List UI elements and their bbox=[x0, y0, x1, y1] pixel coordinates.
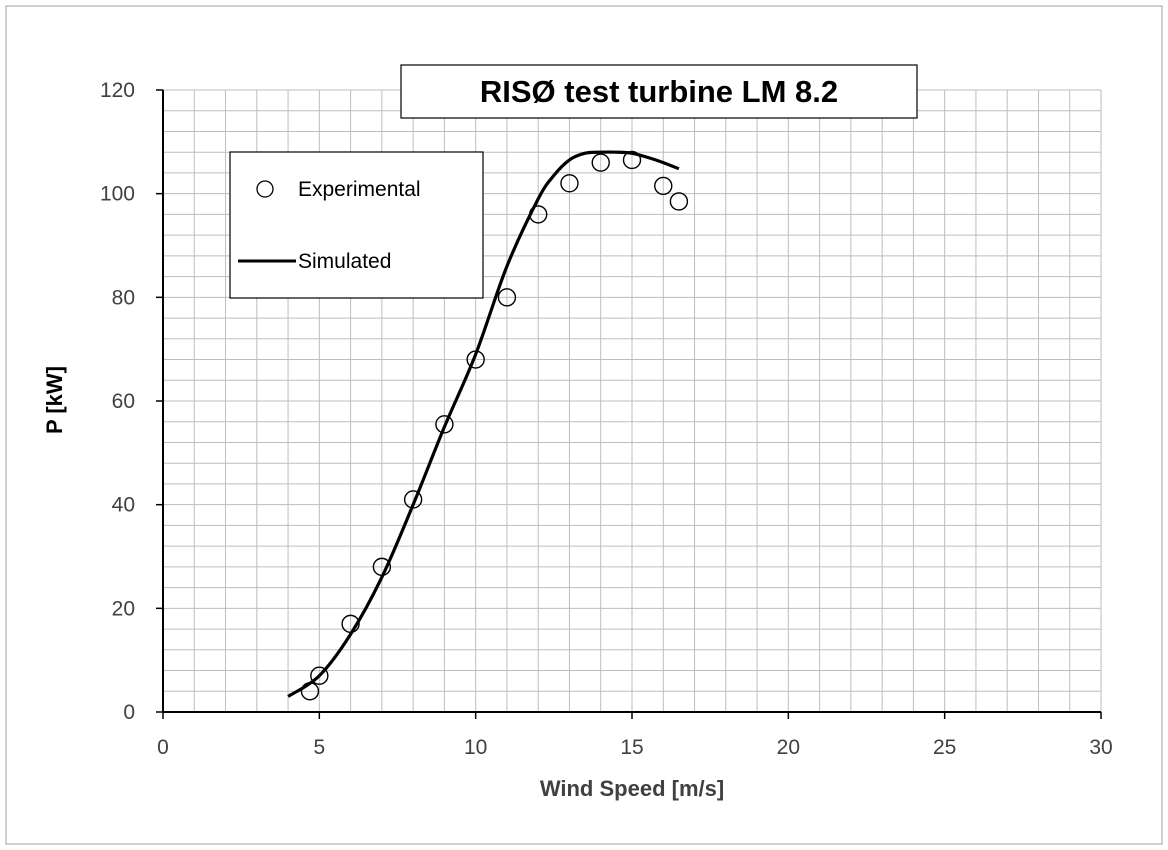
experimental-point bbox=[310, 666, 329, 685]
axes bbox=[156, 89, 1102, 719]
chart-title: RISØ test turbine LM 8.2 bbox=[480, 74, 838, 109]
experimental-point bbox=[341, 614, 360, 634]
experimental-point bbox=[435, 415, 454, 434]
x-tick-label: 0 bbox=[157, 736, 169, 759]
experimental-point bbox=[591, 153, 610, 172]
x-tick-label: 15 bbox=[620, 736, 643, 759]
experimental-point bbox=[560, 174, 579, 193]
x-tick-label: 5 bbox=[313, 736, 325, 759]
legend-marker-experimental bbox=[256, 180, 274, 198]
x-tick-label: 30 bbox=[1089, 736, 1112, 759]
experimental-point bbox=[466, 350, 485, 369]
experimental-point bbox=[529, 205, 548, 224]
series-simulated bbox=[287, 150, 680, 698]
legend: Experimental Simulated bbox=[229, 151, 484, 299]
series-experimental bbox=[300, 150, 689, 701]
experimental-point bbox=[372, 557, 392, 577]
y-tick-label: 0 bbox=[123, 701, 135, 724]
chart-border bbox=[5, 5, 1163, 845]
simulated-curve bbox=[287, 150, 680, 698]
experimental-point bbox=[497, 288, 517, 307]
experimental-point bbox=[622, 150, 642, 170]
y-tick-label: 100 bbox=[100, 183, 135, 206]
x-tick-label: 20 bbox=[777, 736, 800, 759]
experimental-point bbox=[669, 192, 689, 211]
x-axis-label: Wind Speed [m/s] bbox=[540, 776, 724, 801]
y-tick-label: 80 bbox=[112, 286, 135, 309]
y-axis-label: P [kW] bbox=[42, 366, 67, 434]
experimental-point bbox=[403, 490, 423, 509]
y-tick-label: 40 bbox=[112, 494, 135, 517]
x-tick-label: 25 bbox=[933, 736, 956, 759]
experimental-point bbox=[300, 682, 320, 701]
legend-label-simulated: Simulated bbox=[298, 250, 391, 273]
tick-labels: 0 5 10 15 20 25 30 0 20 40 60 80 100 120 bbox=[100, 79, 1113, 759]
legend-label-experimental: Experimental bbox=[298, 178, 421, 201]
y-tick-label: 120 bbox=[100, 79, 135, 102]
chart-title-box: RISØ test turbine LM 8.2 bbox=[400, 64, 918, 119]
x-tick-label: 10 bbox=[464, 736, 487, 759]
y-tick-label: 60 bbox=[112, 390, 135, 413]
experimental-point bbox=[654, 176, 673, 196]
y-tick-label: 20 bbox=[112, 597, 135, 620]
